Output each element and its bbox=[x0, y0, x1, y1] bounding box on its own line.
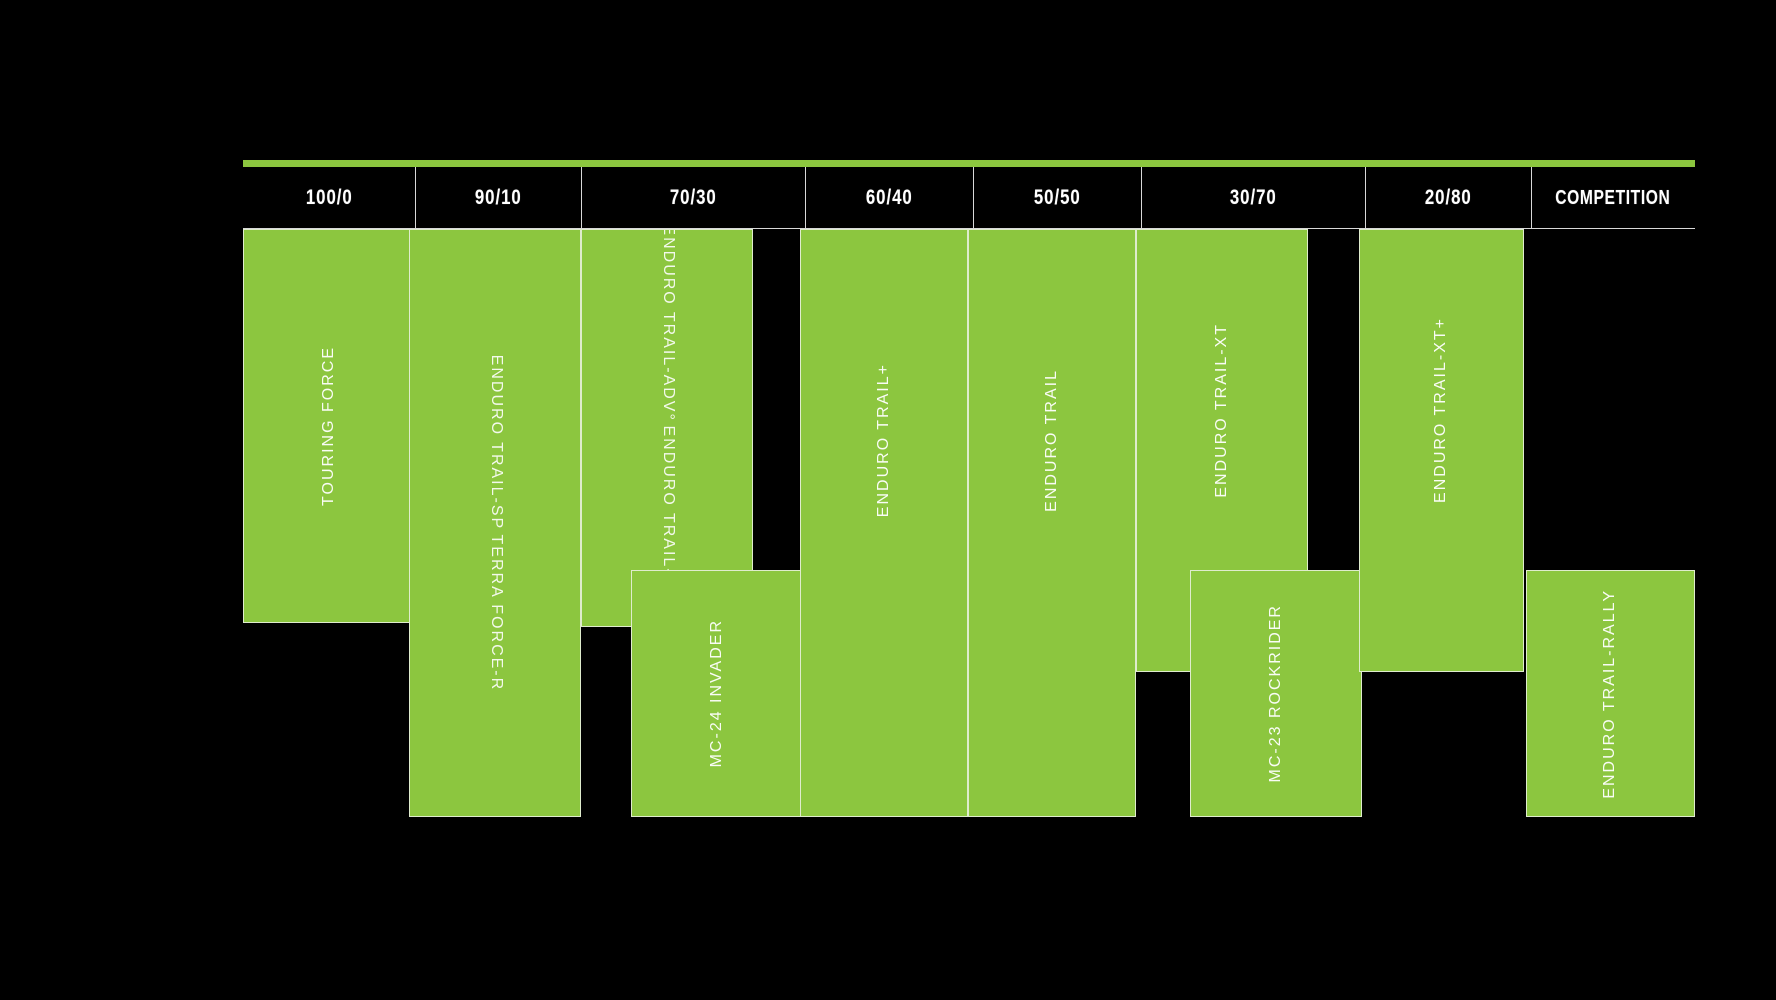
header-label: 50/50 bbox=[1033, 186, 1081, 209]
bar-label-enduro-trail-plus: ENDURO TRAIL+ bbox=[874, 362, 892, 518]
header-cell-30-70[interactable]: 30/70 bbox=[1141, 167, 1365, 229]
bar-label-touring-force: TOURING FORCE bbox=[319, 346, 337, 506]
header-label: COMPETITION bbox=[1555, 186, 1671, 209]
bar-label-wrap: TERRA FORCE-R ENDURO TRAIL-SP bbox=[410, 230, 580, 816]
bar-label-wrap: ENDURO TRAIL-XT bbox=[1137, 230, 1307, 590]
bar-label-wrap: ENDURO TRAIL-ADV 2 ENDURO TRAIL-ADV° bbox=[582, 230, 752, 626]
bar-label-terra-force-r: TERRA FORCE-R ENDURO TRAIL-SP bbox=[487, 355, 504, 691]
header-divider bbox=[581, 167, 582, 229]
header-divider bbox=[415, 167, 416, 229]
bar-label-wrap: MC-23 ROCKRIDER bbox=[1191, 571, 1361, 816]
header-divider bbox=[805, 167, 806, 229]
bar-touring-force[interactable]: TOURING FORCE bbox=[243, 229, 415, 623]
bar-enduro-trail-adv[interactable]: ENDURO TRAIL-ADV 2 ENDURO TRAIL-ADV° bbox=[581, 229, 753, 627]
bar-label-mc-24-invader: MC-24 INVADER bbox=[707, 619, 725, 768]
bar-label-wrap: ENDURO TRAIL-XT+ bbox=[1360, 230, 1523, 590]
bar-label-enduro-trail: ENDURO TRAIL bbox=[1042, 368, 1060, 512]
bar-label-wrap: MC-24 INVADER bbox=[632, 571, 802, 816]
bar-mc-24-invader[interactable]: MC-24 INVADER bbox=[631, 570, 803, 817]
header-cell-100-0[interactable]: 100/0 bbox=[243, 167, 415, 229]
bar-label-enduro-trail-xt-plus: ENDURO TRAIL-XT+ bbox=[1432, 317, 1450, 503]
header-divider bbox=[1531, 167, 1532, 229]
header-divider bbox=[973, 167, 974, 229]
header-label: 60/40 bbox=[865, 186, 913, 209]
header-cell-20-80[interactable]: 20/80 bbox=[1365, 167, 1531, 229]
header-cell-60-40[interactable]: 60/40 bbox=[805, 167, 973, 229]
bar-label-wrap: TOURING FORCE bbox=[244, 230, 414, 622]
bar-label-mc-23-rockrider: MC-23 ROCKRIDER bbox=[1266, 604, 1284, 783]
header-divider bbox=[1141, 167, 1142, 229]
bar-label-line-1: TERRA FORCE-R bbox=[487, 534, 505, 692]
bar-label-wrap: ENDURO TRAIL bbox=[969, 230, 1135, 650]
bar-label-enduro-trail-adv: ENDURO TRAIL-ADV 2 ENDURO TRAIL-ADV° bbox=[659, 229, 677, 626]
header-label: 100/0 bbox=[305, 186, 353, 209]
bar-label-wrap: ENDURO TRAIL-RALLY bbox=[1527, 571, 1694, 816]
top-accent-rule bbox=[243, 160, 1695, 167]
header-label: 20/80 bbox=[1424, 186, 1472, 209]
header-cell-90-10[interactable]: 90/10 bbox=[415, 167, 581, 229]
bar-label-line-2: ENDURO TRAIL-ADV° bbox=[659, 229, 677, 422]
bar-enduro-trail-plus[interactable]: ENDURO TRAIL+ bbox=[800, 229, 968, 817]
bar-label-wrap: ENDURO TRAIL+ bbox=[801, 230, 967, 650]
header-cell-50-50[interactable]: 50/50 bbox=[973, 167, 1141, 229]
header-cell-70-30[interactable]: 70/30 bbox=[581, 167, 805, 229]
header-label: 30/70 bbox=[1229, 186, 1277, 209]
header-label: 70/30 bbox=[669, 186, 717, 209]
bar-label-line-2: ENDURO TRAIL-SP bbox=[487, 354, 505, 531]
header-row: 100/0 90/10 70/30 60/40 50/50 30/70 20/8… bbox=[243, 167, 1695, 229]
bar-enduro-trail-rally[interactable]: ENDURO TRAIL-RALLY bbox=[1526, 570, 1695, 817]
header-divider bbox=[1365, 167, 1366, 229]
bar-enduro-trail-xt-plus[interactable]: ENDURO TRAIL-XT+ bbox=[1359, 229, 1524, 672]
header-cell-competition[interactable]: COMPETITION bbox=[1531, 167, 1695, 229]
bar-terra-force-r[interactable]: TERRA FORCE-R ENDURO TRAIL-SP bbox=[409, 229, 581, 817]
header-underline bbox=[243, 228, 1695, 229]
bar-label-enduro-trail-xt: ENDURO TRAIL-XT bbox=[1212, 322, 1230, 498]
bar-mc-23-rockrider[interactable]: MC-23 ROCKRIDER bbox=[1190, 570, 1362, 817]
bar-enduro-trail[interactable]: ENDURO TRAIL bbox=[968, 229, 1136, 817]
bar-label-enduro-trail-rally: ENDURO TRAIL-RALLY bbox=[1601, 588, 1619, 799]
header-label: 90/10 bbox=[474, 186, 522, 209]
